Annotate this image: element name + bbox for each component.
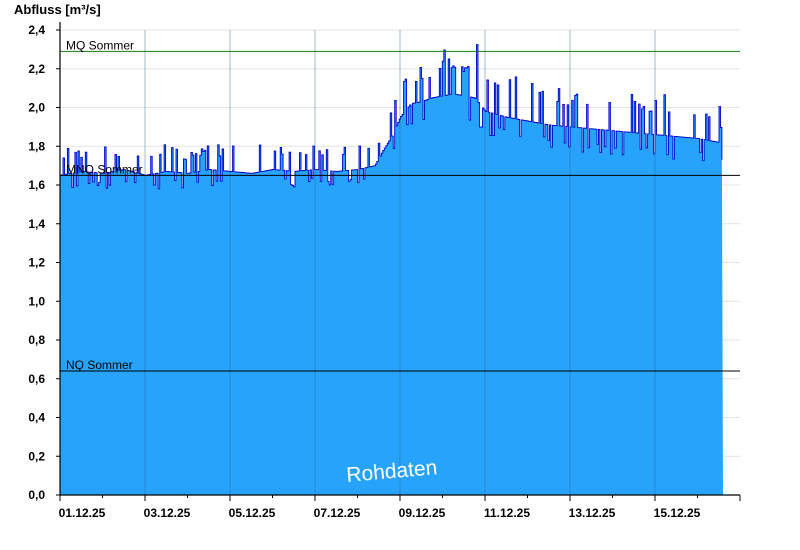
area-series bbox=[60, 44, 723, 495]
y-tick-label: 0,8 bbox=[28, 333, 45, 347]
y-tick-label: 1,6 bbox=[28, 178, 45, 192]
y-tick-label: 2,0 bbox=[28, 101, 45, 115]
x-tick-label: 01.12.25 bbox=[59, 506, 106, 520]
x-tick-label: 09.12.25 bbox=[399, 506, 446, 520]
y-tick-label: 2,2 bbox=[28, 62, 45, 76]
y-tick-label: 0,6 bbox=[28, 372, 45, 386]
y-tick-label: 1,8 bbox=[28, 139, 45, 153]
x-tick-label: 05.12.25 bbox=[229, 506, 276, 520]
y-tick-label: 1,4 bbox=[28, 217, 45, 231]
reference-label: NQ Sommer bbox=[66, 358, 133, 372]
x-tick-label: 07.12.25 bbox=[314, 506, 361, 520]
area-fill bbox=[60, 44, 723, 495]
series-line bbox=[60, 44, 723, 190]
y-tick-label: 1,2 bbox=[28, 256, 45, 270]
y-tick-label: 0,0 bbox=[28, 488, 45, 502]
y-tick-label: 0,2 bbox=[28, 449, 45, 463]
x-tick-labels: 01.12.25 03.12.25 05.12.25 07.12.25 09.12.25… bbox=[59, 506, 701, 520]
reference-lines: MQ Sommer MNQ Sommer NQ Sommer bbox=[60, 38, 740, 372]
y-axis-title: Abfluss [m³/s] bbox=[14, 2, 101, 17]
axes bbox=[56, 22, 741, 501]
x-tick-label: 15.12.25 bbox=[654, 506, 701, 520]
x-tick-label: 11.12.25 bbox=[484, 506, 530, 520]
y-tick-labels: 0,0 0,2 0,4 0,6 0,8 1,0 1,2 1,4 1,6 1,8 2,0 2,2 2,4 bbox=[28, 23, 45, 502]
y-tick-label: 2,4 bbox=[28, 23, 45, 37]
reference-label: MNQ Sommer bbox=[66, 162, 143, 176]
y-tick-label: 0,4 bbox=[28, 411, 45, 425]
x-tick-label: 03.12.25 bbox=[144, 506, 191, 520]
y-tick-label: 1,0 bbox=[28, 294, 45, 308]
vertical-grid bbox=[144, 30, 656, 495]
reference-label: MQ Sommer bbox=[66, 38, 134, 52]
x-tick-label: 13.12.25 bbox=[569, 506, 616, 520]
